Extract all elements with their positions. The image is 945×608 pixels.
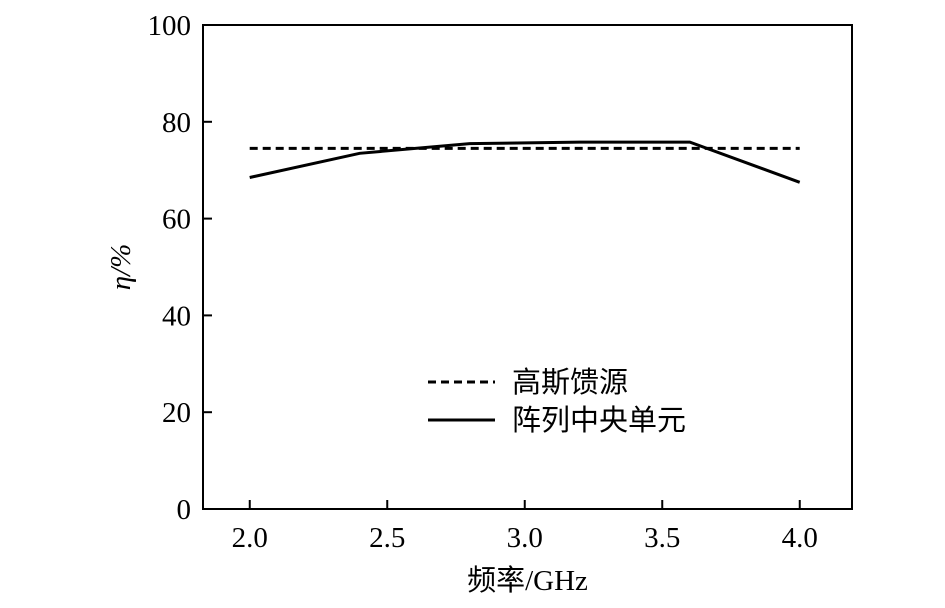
legend-label-1: 阵列中央单元	[512, 404, 686, 437]
y-tick-label-80: 80	[162, 107, 191, 139]
plot-frame	[202, 24, 853, 510]
y-tick-label-0: 0	[177, 494, 192, 526]
x-tick-label-4.0: 4.0	[782, 522, 818, 554]
x-axis-label: 频率/GHz	[467, 564, 588, 597]
series-line-1	[249, 140, 801, 184]
y-tick-label-20: 20	[162, 397, 191, 429]
x-tick-label-2.0: 2.0	[232, 522, 268, 554]
series-lines	[249, 140, 801, 184]
x-tick-label-3.0: 3.0	[507, 522, 543, 554]
x-axis: 2.0 2.5 3.0 3.5 4.0	[232, 500, 818, 554]
y-axis: 0 20 40 60 80 100	[148, 10, 212, 526]
y-axis-label: η/%	[105, 244, 137, 291]
y-tick-label-60: 60	[162, 204, 191, 236]
x-tick-label-2.5: 2.5	[369, 522, 405, 554]
y-tick-label-100: 100	[148, 10, 192, 42]
x-tick-label-3.5: 3.5	[644, 522, 680, 554]
legend-label-0: 高斯馈源	[512, 366, 628, 399]
y-tick-label-40: 40	[162, 300, 191, 332]
